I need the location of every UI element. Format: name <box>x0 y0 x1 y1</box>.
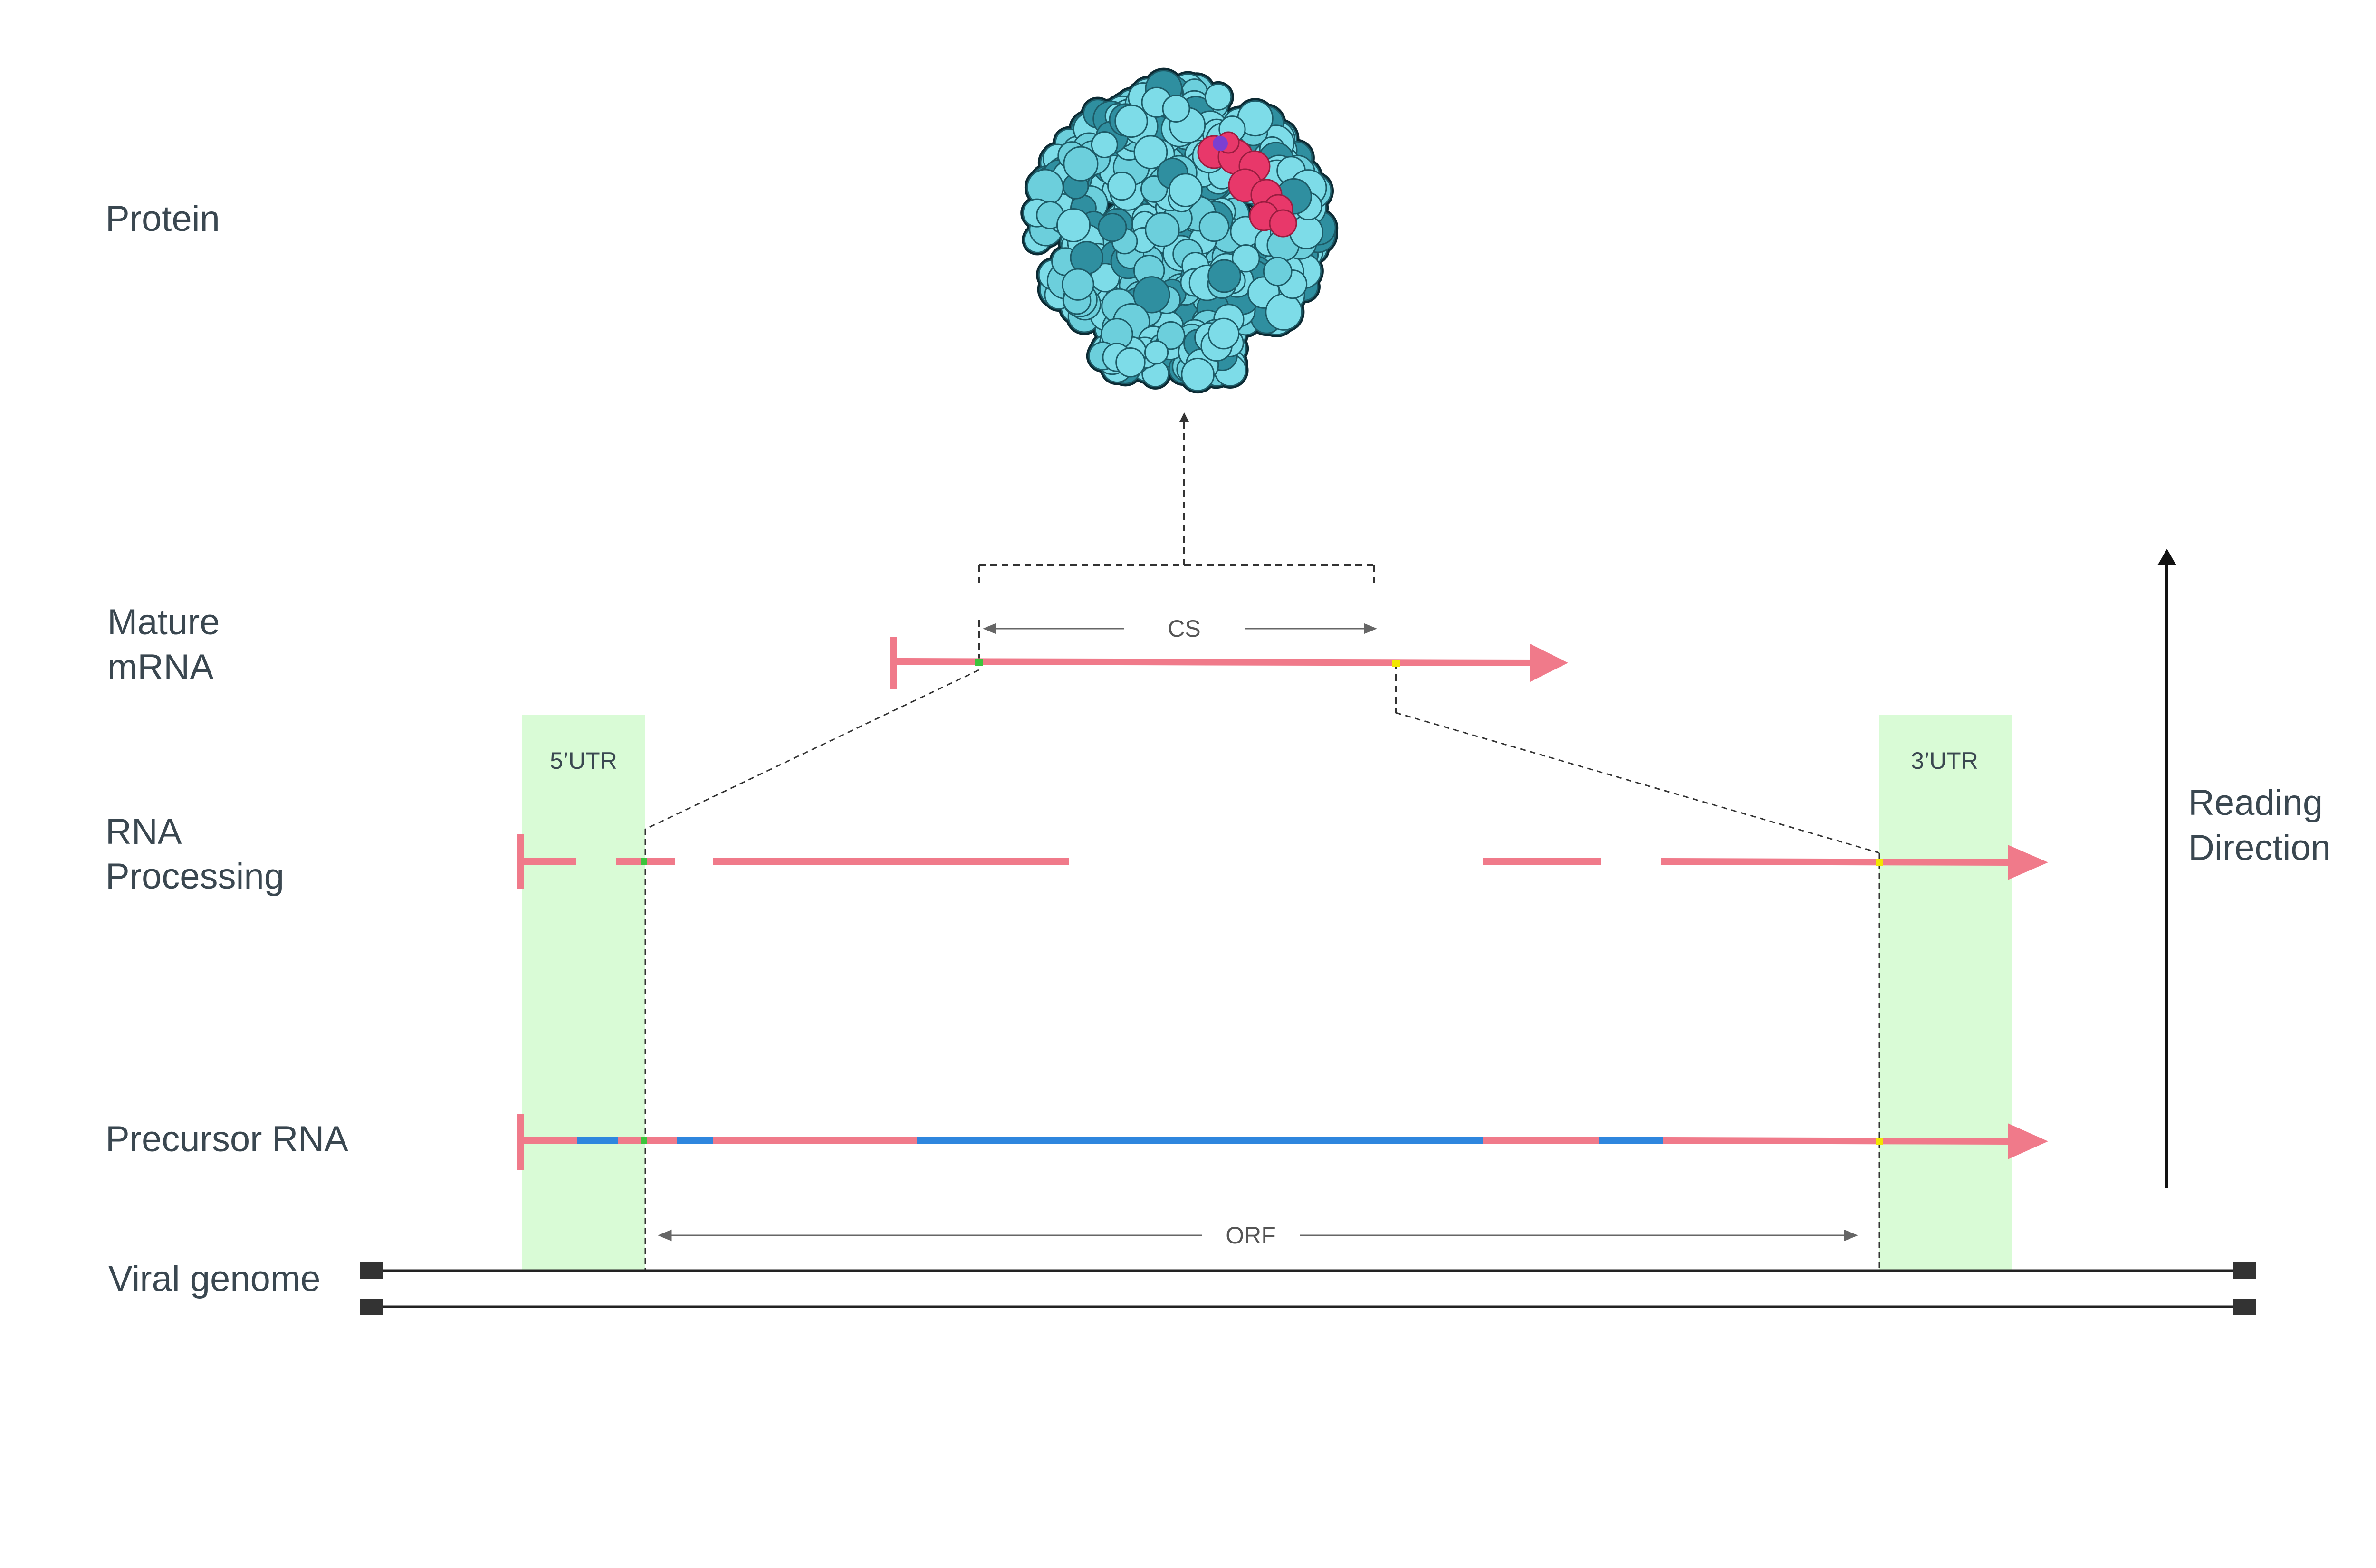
precursor-start-marker <box>641 1137 647 1144</box>
reading-direction-label-line1: Reading <box>2188 783 2323 823</box>
mature-mrna <box>890 637 1568 689</box>
utr5-label: 5’UTR <box>550 747 617 774</box>
reading-direction-label-line2: Direction <box>2188 828 2331 868</box>
viral-genome <box>360 1262 2256 1315</box>
rna-processing-stop-marker <box>1876 859 1883 866</box>
cs-span <box>983 623 1377 634</box>
genome-end-cap-left-bottom <box>360 1299 383 1315</box>
translation-arrow-head <box>1179 412 1189 422</box>
reading-direction-arrowhead <box>2157 549 2176 565</box>
utr5-box <box>522 715 645 1271</box>
orf-label: ORF <box>1226 1222 1276 1249</box>
viral-genome-label: Viral genome <box>108 1259 320 1299</box>
orf-span <box>658 1229 1858 1242</box>
stop-codon-marker <box>1392 660 1400 667</box>
mature-mrna-label-line2: mRNA <box>107 647 214 688</box>
splice-mapping-lines <box>644 669 1880 1271</box>
genome-end-cap-left-top <box>360 1262 383 1279</box>
genome-end-cap-right-bottom <box>2233 1299 2256 1315</box>
utr3-box <box>1879 715 2012 1271</box>
cs-bracket <box>978 564 1397 713</box>
protein-structure-icon <box>1020 67 1339 394</box>
rna-processing-arrowhead <box>2008 845 2048 880</box>
rna-processing-start-marker <box>641 858 647 865</box>
utr3-label: 3’UTR <box>1911 747 1978 774</box>
rna-processing-strand <box>517 834 2011 889</box>
genome-end-cap-right-top <box>2233 1262 2256 1279</box>
protein-label: Protein <box>105 199 220 239</box>
rna-processing-label-line1: RNA <box>105 812 182 852</box>
precursor-rna-strand <box>517 1114 2011 1170</box>
start-codon-marker <box>975 659 983 666</box>
cs-label: CS <box>1168 615 1200 642</box>
rna-processing-label-line2: Processing <box>105 856 284 897</box>
precursor-rna-arrowhead <box>2008 1123 2048 1159</box>
precursor-stop-marker <box>1876 1138 1883 1145</box>
mature-mrna-label-line1: Mature <box>107 602 220 642</box>
precursor-rna-label: Precursor RNA <box>105 1119 348 1159</box>
